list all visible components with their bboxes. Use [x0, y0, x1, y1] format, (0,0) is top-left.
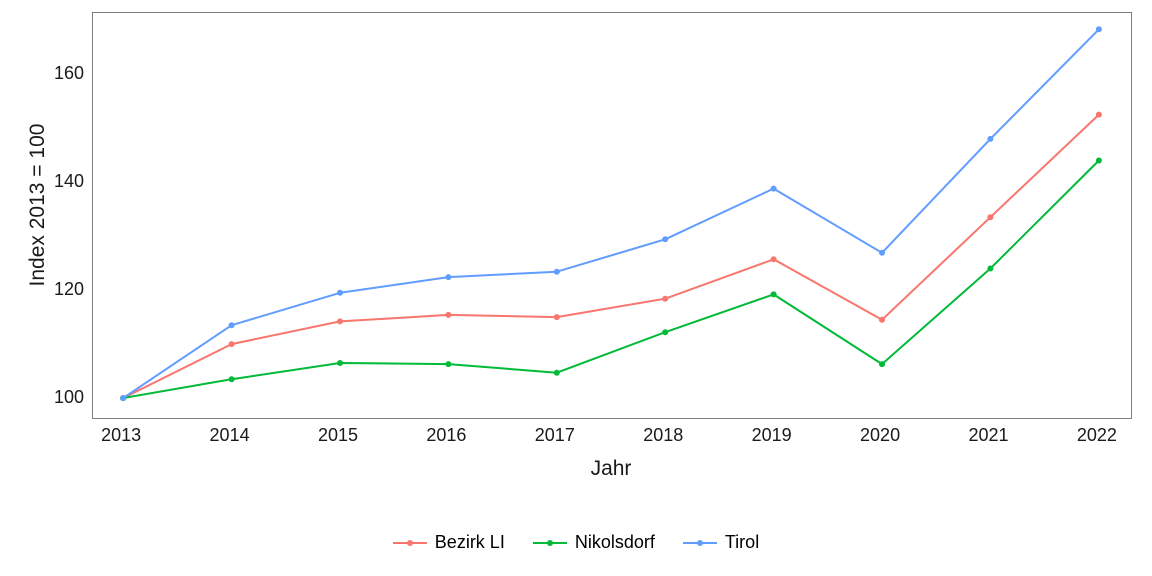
chart-legend: Bezirk LI Nikolsdorf Tirol [0, 532, 1152, 553]
legend-label: Nikolsdorf [575, 532, 655, 553]
series-line [123, 29, 1099, 398]
series-point [771, 256, 777, 262]
legend-item: Bezirk LI [393, 532, 505, 553]
series-point [337, 360, 343, 366]
line-chart: Index 2013 = 100 Jahr Bezirk LINikolsdor… [0, 0, 1152, 576]
series-point [879, 317, 885, 323]
series-point [662, 236, 668, 242]
legend-label: Bezirk LI [435, 532, 505, 553]
series-point [445, 361, 451, 367]
chart-svg [0, 0, 1152, 576]
legend-label: Tirol [725, 532, 759, 553]
series-point [120, 395, 126, 401]
series-point [229, 341, 235, 347]
series-point [337, 290, 343, 296]
series-point [1096, 158, 1102, 164]
legend-item: Tirol [683, 532, 759, 553]
series-point [229, 376, 235, 382]
series-point [662, 329, 668, 335]
series-line [123, 161, 1099, 399]
legend-item: Nikolsdorf [533, 532, 655, 553]
series-point [771, 291, 777, 297]
series-point [229, 322, 235, 328]
series-point [987, 266, 993, 272]
series-point [987, 214, 993, 220]
legend-swatch [533, 542, 567, 544]
series-point [1096, 112, 1102, 118]
series-point [445, 312, 451, 318]
series-point [879, 250, 885, 256]
series-point [554, 269, 560, 275]
series-point [445, 274, 451, 280]
series-point [879, 361, 885, 367]
series-point [771, 186, 777, 192]
series-point [554, 314, 560, 320]
legend-swatch [393, 542, 427, 544]
series-point [337, 318, 343, 324]
series-point [554, 370, 560, 376]
series-point [1096, 26, 1102, 32]
legend-swatch [683, 542, 717, 544]
series-point [987, 136, 993, 142]
series-point [662, 296, 668, 302]
